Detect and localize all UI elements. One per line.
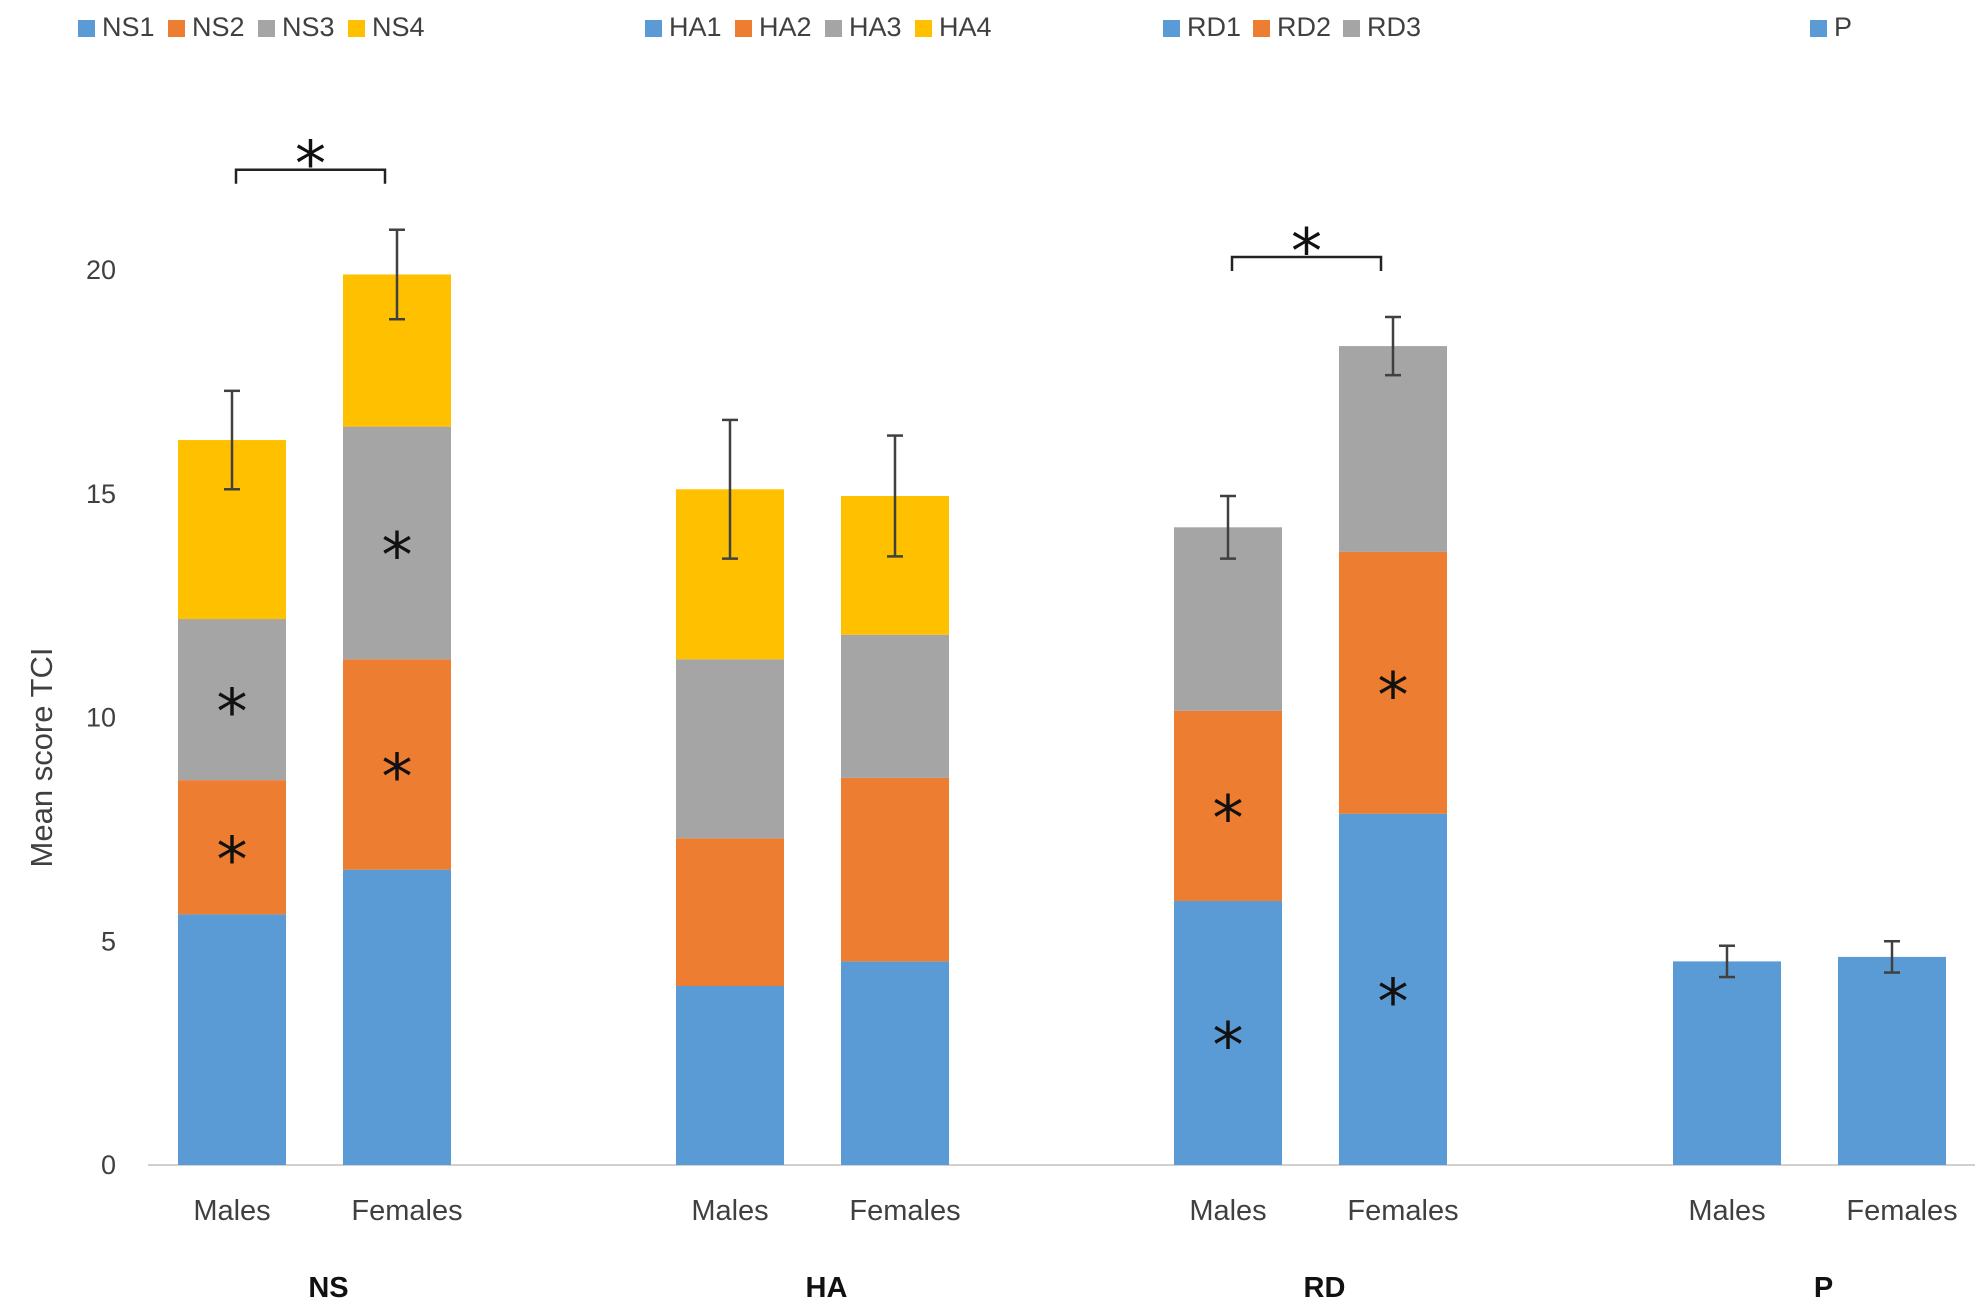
category-label: Females [849, 1195, 960, 1227]
significance-star: * [217, 676, 248, 749]
bar-segment [1838, 956, 1946, 1165]
bar-segment [343, 869, 451, 1165]
legend-entry: RD3 [1367, 12, 1421, 42]
legend-entry: RD2 [1277, 12, 1331, 42]
legend-entry: NS4 [372, 12, 425, 42]
bar-segment [1673, 961, 1781, 1165]
legend-entry: HA1 [669, 12, 722, 42]
legend-swatch [1810, 20, 1827, 37]
significance-star: * [217, 823, 248, 896]
legend-swatch [1343, 20, 1360, 37]
bar-segment [178, 914, 286, 1165]
y-tick-label: 0 [101, 1150, 116, 1180]
category-label: Males [1688, 1195, 1765, 1227]
category-label: Females [1347, 1195, 1458, 1227]
legend: NS1 NS2 NS3 NS4 HA1 HA2 HA3 HA4 RD1 RD2 RD3 P [78, 12, 1852, 42]
legend-swatch [915, 20, 932, 37]
error-bar [1884, 940, 1900, 974]
legend-swatch [168, 20, 185, 37]
bar-segment [1339, 346, 1447, 552]
group-label: NS [308, 1272, 348, 1304]
group-label: HA [806, 1272, 848, 1304]
legend-entry: HA4 [939, 12, 992, 42]
legend-swatch [825, 20, 842, 37]
legend-entry: RD1 [1187, 12, 1241, 42]
significance-star: * [382, 740, 413, 813]
significance-star: * [382, 519, 413, 592]
error-bar [887, 434, 903, 558]
legend-entry: HA3 [849, 12, 902, 42]
bar-segment [841, 777, 949, 962]
group-label: P [1814, 1272, 1833, 1304]
legend-swatch [735, 20, 752, 37]
category-label: Males [1189, 1195, 1266, 1227]
significance-star: * [1213, 782, 1244, 855]
bar-segment [178, 619, 286, 781]
category-label: Females [1846, 1195, 1957, 1227]
bar-segment [178, 780, 286, 915]
axes: Mean score TCI 0 5 10 15 20 [24, 255, 1975, 1180]
significance-star: * [1378, 965, 1409, 1038]
bar-segment [676, 986, 784, 1165]
legend-swatch [348, 20, 365, 37]
legend-swatch [645, 20, 662, 37]
bars [178, 228, 1946, 1165]
legend-entry: NS1 [102, 12, 155, 42]
category-label: Males [193, 1195, 270, 1227]
bar-segment [1339, 813, 1447, 1165]
legend-swatch [258, 20, 275, 37]
legend-swatch [1163, 20, 1180, 37]
category-label: Males [691, 1195, 768, 1227]
significance-star: * [1378, 659, 1409, 732]
category-label: Females [351, 1195, 462, 1227]
significance-bracket [234, 168, 387, 184]
y-axis-label: Mean score TCI [24, 648, 59, 868]
legend-entry: NS3 [282, 12, 335, 42]
bar-segment [676, 659, 784, 839]
bar-segment [841, 961, 949, 1165]
group-label: RD [1304, 1272, 1346, 1304]
bar-segment [1174, 900, 1282, 1165]
error-bar [722, 418, 738, 560]
bar-segment [1174, 710, 1282, 901]
labels: * * Males * * Females NS * Males Females HA * * Males… [193, 128, 1957, 1304]
bar-segment [343, 426, 451, 660]
bar-segment [1339, 551, 1447, 814]
error-bar [224, 389, 240, 491]
error-bar [1719, 944, 1735, 979]
bar-segment [343, 659, 451, 870]
legend-entry: HA2 [759, 12, 812, 42]
significance-star: * [1213, 1009, 1244, 1082]
legend-entry: P [1834, 12, 1852, 42]
legend-entry: NS2 [192, 12, 245, 42]
legend-swatch [1253, 20, 1270, 37]
legend-swatch [78, 20, 95, 37]
significance-bracket [1230, 255, 1383, 271]
error-bar [1220, 494, 1236, 560]
significance-star: * [295, 128, 326, 201]
y-tick-label: 10 [86, 703, 116, 733]
significance-star: * [1291, 215, 1322, 288]
bar-segment [676, 838, 784, 986]
y-tick-label: 5 [101, 926, 116, 956]
error-bar [389, 228, 405, 321]
bar-segment [841, 634, 949, 778]
y-tick-label: 15 [86, 479, 116, 509]
error-bar [1385, 315, 1401, 377]
y-tick-label: 20 [86, 255, 116, 285]
